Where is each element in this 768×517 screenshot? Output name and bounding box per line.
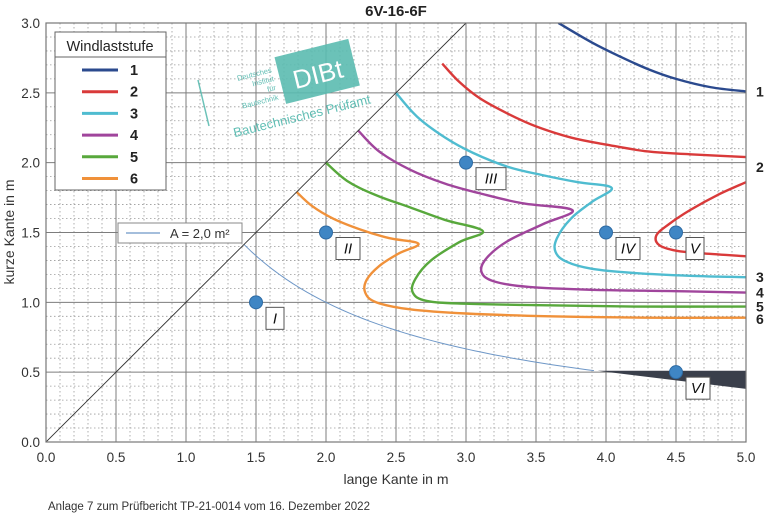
- test-point-label-box: [615, 237, 641, 260]
- curve-end-label: 1: [756, 83, 764, 99]
- legend-entry-label: 2: [130, 85, 138, 101]
- test-point-label-box: [335, 237, 361, 260]
- watermark-line: [197, 79, 210, 127]
- legend-entry-label: 5: [130, 150, 138, 166]
- test-point-marker: [459, 155, 473, 170]
- legend-entry-label: 6: [130, 172, 138, 188]
- test-point-label-box: [475, 167, 507, 191]
- curve-diagonal: [46, 23, 467, 442]
- x-axis-label: lange Kante in m: [343, 471, 448, 487]
- legend-entry-label: 4: [130, 128, 138, 144]
- footer-text: Anlage 7 zum Prüfbericht TP-21-0014 vom …: [48, 501, 370, 513]
- x-tick-label: 3.0: [457, 450, 476, 465]
- curve-6: [295, 191, 746, 320]
- test-point-marker: [319, 225, 333, 240]
- test-point-label: II: [344, 241, 352, 258]
- y-tick-label: 1.0: [21, 295, 40, 310]
- x-axis-ticks: 0.0 0.5 1.0 1.5 2.0 2.5 3.0 3.5 4.0 4.5 5.0: [37, 450, 756, 465]
- chart-title: 6V-16-6F: [365, 3, 427, 20]
- curve-3: [395, 92, 746, 279]
- test-point-label-box: [265, 306, 285, 330]
- test-point-marker: [669, 365, 683, 380]
- curve-a-2-0-m-: [243, 244, 595, 372]
- plot-frame: [45, 22, 747, 443]
- area-legend-box: [117, 222, 243, 244]
- x-tick-label: 5.0: [737, 450, 756, 465]
- x-tick-label: 2.0: [317, 450, 336, 465]
- y-tick-label: 2.5: [21, 86, 40, 101]
- legend-entry-label: 1: [130, 63, 138, 79]
- area-legend: A = 2,0 m²: [117, 222, 243, 244]
- curve-end-label: 6: [756, 311, 764, 327]
- dibt-watermark: DIBt Deutsches Institut für Bautechnik B…: [197, 38, 373, 140]
- y-tick-label: 3.0: [21, 16, 40, 31]
- y-tick-label: 0.0: [21, 435, 40, 450]
- y-axis-label: kurze Kante in m: [1, 179, 17, 284]
- test-point-marker: [599, 225, 613, 240]
- x-tick-label: 1.0: [177, 450, 196, 465]
- test-point-label: IV: [621, 241, 637, 258]
- test-point-label-box: [685, 376, 711, 400]
- curve-end-label: 5: [756, 299, 764, 315]
- y-tick-label: 2.0: [21, 156, 40, 171]
- legend-entry-label: 3: [130, 106, 138, 122]
- shaded-region: [597, 370, 746, 389]
- curve-end-label: 2: [756, 159, 764, 175]
- x-tick-label: 4.0: [597, 450, 616, 465]
- test-point-marker: [249, 295, 263, 310]
- x-tick-label: 2.5: [387, 450, 406, 465]
- test-point-marker: [669, 225, 683, 240]
- legend-box: [54, 31, 167, 191]
- x-tick-label: 1.5: [247, 450, 266, 465]
- test-point-label: I: [273, 310, 277, 327]
- curve-2: [441, 62, 746, 159]
- y-tick-label: 1.5: [21, 226, 40, 241]
- dibt-logo-box: [274, 38, 360, 104]
- y-tick-label: 0.5: [21, 365, 40, 380]
- legend: Windlaststufe 1 2 3 4 5 6: [54, 31, 167, 191]
- test-point-label: V: [690, 241, 702, 258]
- y-axis-ticks: 0.0 0.5 1.0 1.5 2.0 2.5 3.0: [21, 16, 40, 450]
- test-point-label: VI: [691, 380, 705, 397]
- watermark-org-line: Bautechnik: [241, 93, 279, 111]
- curve-end-label: 4: [756, 285, 764, 301]
- curve-end-label: 3: [756, 269, 764, 285]
- x-tick-label: 3.5: [527, 450, 546, 465]
- curve-4: [357, 129, 746, 294]
- area-legend-label: A = 2,0 m²: [170, 226, 230, 241]
- x-tick-label: 4.5: [667, 450, 686, 465]
- plot-curves: [46, 23, 746, 442]
- curve-5: [325, 161, 746, 308]
- x-tick-label: 0.5: [107, 450, 126, 465]
- watermark-org-line: für: [266, 83, 277, 94]
- legend-title: Windlaststufe: [66, 39, 153, 55]
- test-point-label-box: [685, 237, 705, 260]
- test-point-label: III: [485, 171, 498, 188]
- x-tick-label: 0.0: [37, 450, 56, 465]
- curve-1: [557, 23, 746, 93]
